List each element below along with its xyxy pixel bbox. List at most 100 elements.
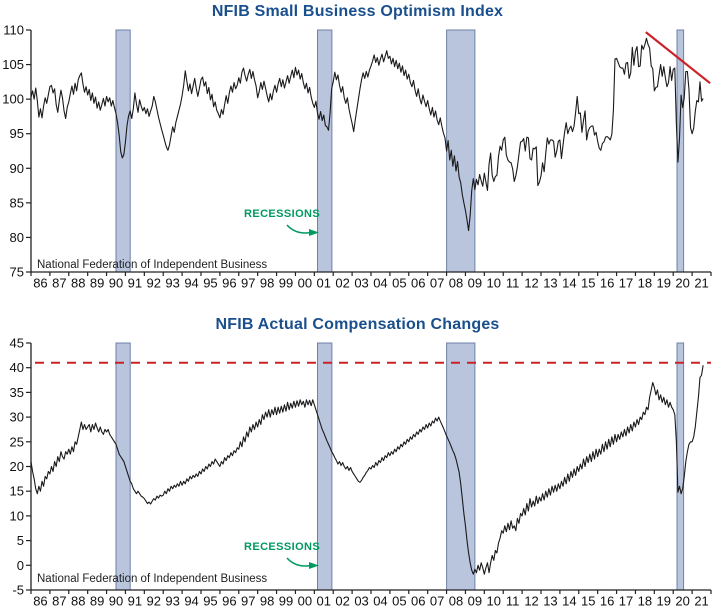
x-tick-label: 92: [147, 276, 161, 291]
x-tick-label: 07: [430, 276, 444, 291]
x-tick-label: 94: [184, 276, 198, 291]
x-tick-label: 01: [317, 594, 331, 609]
compensation-chart-title: NFIB Actual Compensation Changes: [215, 316, 500, 333]
y-tick-label: 35: [10, 385, 24, 400]
x-tick-label: 08: [449, 276, 463, 291]
recessions-arrow: [286, 224, 312, 234]
x-tick-label: 93: [165, 276, 179, 291]
recessions-arrowhead: [309, 229, 319, 236]
recession-band: [115, 342, 131, 591]
x-tick-label: 13: [543, 594, 557, 609]
y-tick-label: 85: [10, 195, 24, 210]
recession-band: [115, 29, 131, 273]
x-tick-label: 03: [354, 594, 368, 609]
recession-band: [446, 342, 476, 591]
x-tick-label: 94: [184, 594, 198, 609]
x-tick-label: 13: [543, 276, 557, 291]
x-tick-label: 14: [562, 276, 576, 291]
x-tick-label: 97: [241, 594, 255, 609]
x-tick-label: 99: [279, 594, 293, 609]
recession-band: [317, 29, 333, 273]
x-tick-label: 95: [203, 594, 217, 609]
x-tick-label: 93: [165, 594, 179, 609]
y-tick-label: 80: [10, 230, 24, 245]
x-tick-label: 14: [562, 594, 576, 609]
x-tick-label: 11: [506, 276, 520, 291]
x-tick-label: 97: [241, 276, 255, 291]
compensation-source-note: National Federation of Independent Busin…: [37, 573, 268, 585]
x-tick-label: 09: [468, 594, 482, 609]
x-tick-label: 00: [298, 594, 312, 609]
x-tick-label: 87: [52, 594, 66, 609]
y-tick-label: 40: [10, 360, 24, 375]
x-tick-label: 18: [638, 276, 652, 291]
x-tick-label: 16: [600, 276, 614, 291]
y-tick-label: 20: [10, 459, 24, 474]
x-tick-label: 99: [279, 276, 293, 291]
x-tick-label: 06: [411, 594, 425, 609]
x-tick-label: 11: [506, 594, 520, 609]
x-tick-label: 89: [90, 276, 104, 291]
x-tick-label: 96: [222, 594, 236, 609]
optimism-recessions-label: RECESSIONS: [244, 208, 321, 220]
y-tick-label: 15: [10, 484, 24, 499]
y-tick-label: 110: [3, 23, 24, 38]
compensation-recessions-label: RECESSIONS: [244, 541, 321, 553]
downtrend-line: [645, 31, 711, 85]
x-tick-label: 19: [657, 594, 671, 609]
x-tick-label: 20: [675, 276, 689, 291]
recession-band: [676, 342, 685, 591]
x-tick-label: 21: [694, 594, 708, 609]
x-tick-label: 09: [468, 276, 482, 291]
x-tick-label: 10: [487, 276, 501, 291]
x-tick-label: 07: [430, 594, 444, 609]
x-tick-label: 98: [260, 594, 274, 609]
x-tick-label: 91: [128, 594, 142, 609]
y-tick-label: -5: [12, 583, 24, 598]
x-tick-label: 91: [128, 276, 142, 291]
x-tick-label: 90: [109, 276, 123, 291]
y-tick-label: 100: [2, 92, 24, 107]
x-tick-label: 86: [33, 594, 47, 609]
compensation-series-line: [30, 365, 704, 575]
x-tick-label: 05: [392, 276, 406, 291]
recessions-arrowhead: [309, 562, 319, 569]
y-tick-label: 90: [10, 161, 24, 176]
x-tick-label: 89: [90, 594, 104, 609]
optimism-chart-title: NFIB Small Business Optimism Index: [211, 3, 504, 20]
y-tick-label: 0: [17, 558, 24, 573]
x-tick-label: 88: [71, 276, 85, 291]
recessions-arrow: [286, 557, 312, 567]
x-tick-label: 01: [317, 276, 331, 291]
x-tick-label: 04: [373, 594, 387, 609]
x-tick-label: 87: [52, 276, 66, 291]
x-tick-label: 12: [524, 594, 538, 609]
x-tick-label: 88: [71, 594, 85, 609]
x-tick-label: 02: [335, 276, 349, 291]
y-tick-label: 25: [10, 434, 24, 449]
x-tick-label: 06: [411, 276, 425, 291]
optimism-source-note: National Federation of Independent Busin…: [37, 259, 268, 271]
x-tick-label: 21: [694, 276, 708, 291]
x-tick-label: 08: [449, 594, 463, 609]
optimism-series-line: [30, 37, 704, 232]
y-tick-label: 105: [2, 57, 24, 72]
x-tick-label: 18: [638, 594, 652, 609]
axes: [30, 343, 711, 591]
x-tick-label: 04: [373, 276, 387, 291]
x-tick-label: 03: [354, 276, 368, 291]
x-tick-label: 16: [600, 594, 614, 609]
x-tick-label: 95: [203, 276, 217, 291]
y-tick-label: 10: [10, 508, 24, 523]
x-tick-label: 19: [657, 276, 671, 291]
x-tick-label: 92: [147, 594, 161, 609]
x-tick-label: 20: [675, 594, 689, 609]
y-tick-label: 95: [10, 126, 24, 141]
x-tick-label: 02: [335, 594, 349, 609]
x-tick-label: 96: [222, 276, 236, 291]
x-tick-label: 10: [487, 594, 501, 609]
